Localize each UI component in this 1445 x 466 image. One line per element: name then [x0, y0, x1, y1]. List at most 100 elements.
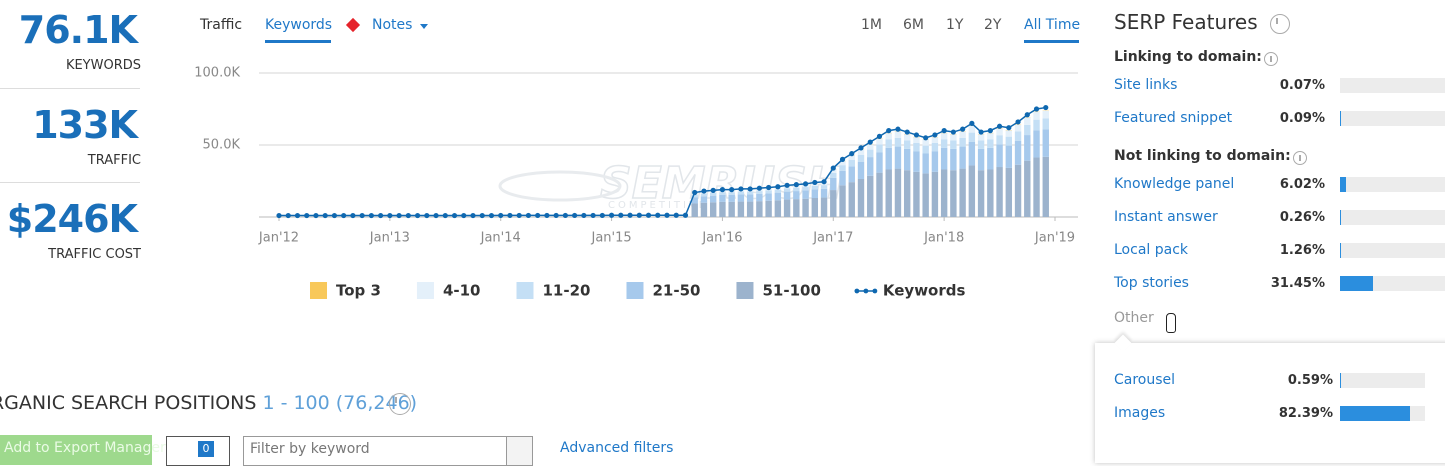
bar-segment: [710, 202, 716, 217]
serp-name[interactable]: Featured snippet: [1114, 110, 1232, 126]
bar-segment: [802, 190, 808, 198]
range-button[interactable]: 6M: [903, 17, 924, 33]
bar-segment: [895, 138, 901, 147]
keywords-point: [664, 213, 669, 218]
serp-value: 0.26%: [1245, 210, 1325, 225]
serp-name[interactable]: Top stories: [1114, 275, 1189, 291]
range-button[interactable]: 1M: [861, 17, 882, 33]
advanced-filters[interactable]: Advanced filters: [560, 440, 673, 456]
search-button[interactable]: [506, 436, 533, 466]
legend-label: 4-10: [443, 282, 481, 300]
bar-segment: [756, 201, 762, 217]
serp-bar: [1340, 406, 1410, 421]
serp-name[interactable]: Images: [1114, 405, 1165, 421]
keywords-point: [387, 213, 392, 218]
keywords-point: [323, 213, 328, 218]
keywords-point: [738, 186, 743, 191]
bar-segment: [812, 189, 818, 198]
legend-item[interactable]: Keywords: [854, 282, 965, 300]
keywords-point: [692, 190, 697, 195]
keywords-point: [766, 185, 771, 190]
serp-bar: [1340, 276, 1373, 291]
bar-segment: [710, 193, 716, 196]
legend-swatch: [310, 282, 327, 299]
bar-segment: [728, 195, 734, 202]
section-title: ORGANIC SEARCH POSITIONS: [0, 392, 256, 414]
bar-segment: [904, 134, 910, 140]
keywords-point: [683, 213, 688, 218]
bar-segment: [793, 199, 799, 217]
caret: [420, 24, 428, 29]
bar-segment: [747, 192, 753, 195]
keywords-point: [627, 213, 632, 218]
serp-name[interactable]: Carousel: [1114, 372, 1175, 388]
bar-segment: [932, 172, 938, 217]
bar-segment: [1033, 112, 1039, 120]
x-tick-label: Jan'15: [590, 231, 631, 246]
keywords-point: [369, 213, 374, 218]
bar-segment: [922, 153, 928, 173]
bar-segment: [978, 140, 984, 148]
keywords-point: [304, 213, 309, 218]
bar-segment: [987, 169, 993, 217]
serp-name[interactable]: Instant answer: [1114, 209, 1218, 225]
bar-segment: [886, 169, 892, 217]
bar-segment: [849, 182, 855, 217]
bar-segment: [775, 190, 781, 193]
bar-segment: [922, 146, 928, 154]
keywords-point: [646, 213, 651, 218]
bar-segment: [858, 179, 864, 217]
x-tick-label: Jan'12: [258, 231, 299, 246]
legend-item[interactable]: 51-100: [736, 282, 820, 300]
range-button[interactable]: 2Y: [984, 17, 1001, 33]
serp-name[interactable]: Knowledge panel: [1114, 176, 1234, 192]
bar-segment: [765, 193, 771, 200]
keywords-point: [831, 165, 836, 170]
bar-segment: [756, 194, 762, 201]
serp-value: 0.07%: [1245, 78, 1325, 93]
serp-name[interactable]: Local pack: [1114, 242, 1188, 258]
keywords-point: [544, 213, 549, 218]
serp-track: [1340, 373, 1425, 388]
serp-name[interactable]: Site links: [1114, 77, 1177, 93]
bar-segment: [719, 202, 725, 217]
tab[interactable]: Traffic: [200, 17, 242, 33]
keywords-point: [498, 213, 503, 218]
popup: [1095, 343, 1445, 463]
bar-segment: [747, 202, 753, 217]
bar-segment: [895, 132, 901, 138]
other-toggle[interactable]: Other: [1114, 310, 1154, 326]
legend-dot: [872, 289, 877, 294]
legend-item[interactable]: 11-20: [517, 282, 591, 300]
range-button[interactable]: 1Y: [946, 17, 963, 33]
legend-item[interactable]: 21-50: [626, 282, 700, 300]
keywords-point: [711, 188, 716, 193]
bar-segment: [858, 162, 864, 179]
bar-segment: [913, 137, 919, 143]
bar-segment: [913, 172, 919, 217]
bar-segment: [950, 134, 956, 140]
page: SEMrush overview {"summary":[{"value":"7…: [0, 0, 1445, 450]
legend-item[interactable]: 4-10: [417, 282, 481, 300]
bar-segment: [1006, 137, 1012, 146]
bar-segment: [987, 139, 993, 148]
keywords-point: [858, 145, 863, 150]
bar-segment: [701, 196, 707, 202]
keywords-point: [360, 213, 365, 218]
bar-segment: [987, 148, 993, 170]
export-button[interactable]: Add to Export Manager: [0, 435, 152, 465]
tab[interactable]: Keywords: [265, 17, 332, 33]
bar-segment: [812, 186, 818, 189]
bar-segment: [978, 134, 984, 140]
keywords-point: [886, 128, 891, 133]
bar-segment: [830, 178, 836, 190]
x-tick-label: Jan'14: [480, 231, 521, 246]
legend-item[interactable]: Top 3: [310, 282, 381, 300]
bar-segment: [756, 191, 762, 194]
bar-segment: [839, 165, 845, 171]
tab[interactable]: Notes: [372, 17, 412, 33]
keywords-point: [877, 134, 882, 139]
filter-input[interactable]: Filter by keyword: [243, 436, 533, 466]
range-button[interactable]: All Time: [1024, 17, 1080, 33]
keywords-point: [507, 213, 512, 218]
